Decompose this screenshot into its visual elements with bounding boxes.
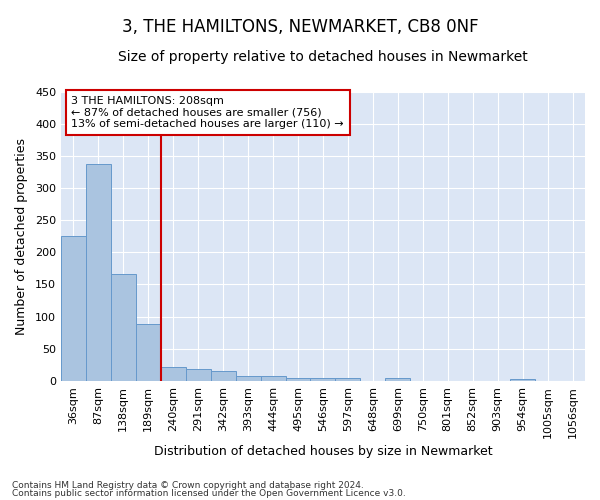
Bar: [310, 378, 335, 381]
Bar: [260, 376, 286, 381]
Bar: [86, 164, 111, 381]
X-axis label: Distribution of detached houses by size in Newmarket: Distribution of detached houses by size …: [154, 444, 492, 458]
Bar: [286, 378, 310, 381]
Bar: [61, 236, 86, 381]
Bar: [335, 378, 361, 381]
Bar: [186, 368, 211, 381]
Bar: [136, 324, 161, 381]
Bar: [161, 368, 186, 381]
Y-axis label: Number of detached properties: Number of detached properties: [15, 138, 28, 335]
Bar: [510, 379, 535, 381]
Text: Contains HM Land Registry data © Crown copyright and database right 2024.: Contains HM Land Registry data © Crown c…: [12, 481, 364, 490]
Bar: [211, 372, 236, 381]
Title: Size of property relative to detached houses in Newmarket: Size of property relative to detached ho…: [118, 50, 528, 64]
Bar: [111, 274, 136, 381]
Text: 3, THE HAMILTONS, NEWMARKET, CB8 0NF: 3, THE HAMILTONS, NEWMARKET, CB8 0NF: [122, 18, 478, 36]
Text: Contains public sector information licensed under the Open Government Licence v3: Contains public sector information licen…: [12, 488, 406, 498]
Bar: [385, 378, 410, 381]
Text: 3 THE HAMILTONS: 208sqm
← 87% of detached houses are smaller (756)
13% of semi-d: 3 THE HAMILTONS: 208sqm ← 87% of detache…: [71, 96, 344, 129]
Bar: [236, 376, 260, 381]
